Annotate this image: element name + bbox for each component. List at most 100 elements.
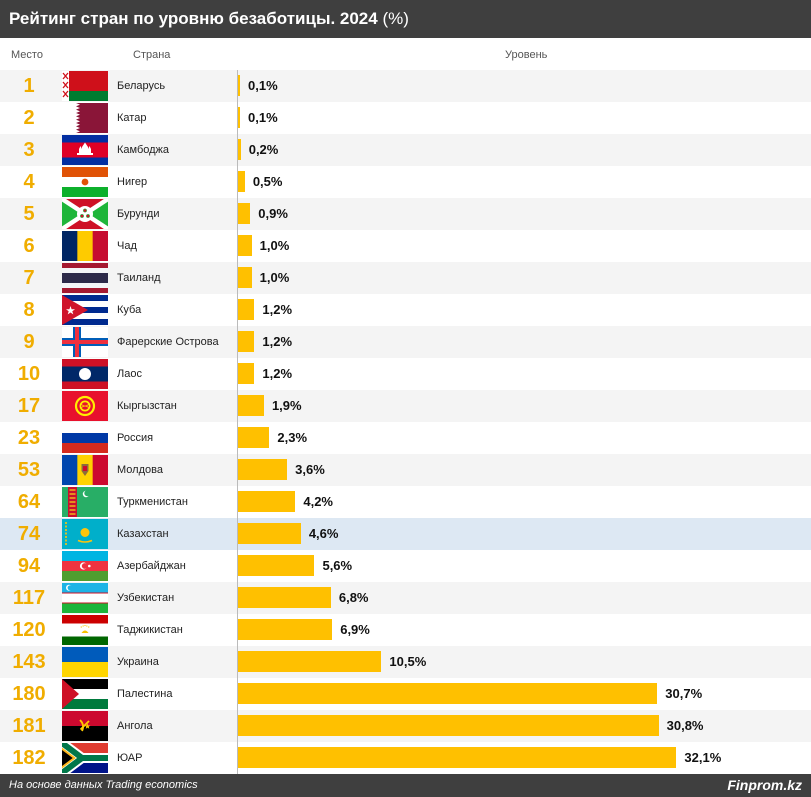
- niger-flag: [62, 167, 108, 197]
- table-row: 17 Кыргызстан 1,9%: [0, 390, 811, 422]
- russia-flag: [62, 423, 108, 453]
- rank-label: 6: [23, 235, 35, 257]
- palestine-flag: [62, 679, 108, 709]
- bar: [238, 491, 296, 512]
- value-label: 1,0%: [259, 270, 290, 285]
- value-label: 6,8%: [338, 590, 369, 605]
- title-text: Рейтинг стран по уровню безаботицы. 2024: [9, 9, 378, 28]
- country-label: Палестина: [117, 688, 173, 700]
- value-label: 5,6%: [322, 558, 353, 573]
- country-label: Украина: [117, 656, 159, 668]
- value-label: 1,2%: [262, 302, 293, 317]
- table-row: 117 Узбекистан 6,8%: [0, 582, 811, 614]
- value-label: 30,8%: [666, 718, 704, 733]
- rank-label: 64: [17, 491, 41, 513]
- cuba-flag: [62, 295, 108, 325]
- bar: [238, 203, 251, 224]
- rank-label: 181: [12, 715, 46, 737]
- thailand-flag: [62, 263, 108, 293]
- table-row: 10 Лаос 1,2%: [0, 358, 811, 390]
- table-row: 8 Куба 1,2%: [0, 294, 811, 326]
- value-label: 1,2%: [262, 334, 293, 349]
- bar: [238, 651, 382, 672]
- table-row: 6 Чад 1,0%: [0, 230, 811, 262]
- turkmenistan-flag: [62, 487, 108, 517]
- value-label: 30,7%: [665, 686, 703, 701]
- table-row: 64 Туркменистан 4,2%: [0, 486, 811, 518]
- ukraine-flag: [62, 647, 108, 677]
- bar: [238, 523, 301, 544]
- chad-flag: [62, 231, 108, 261]
- kyrgyzstan-flag: [62, 391, 108, 421]
- rank-column-header: Место: [11, 49, 43, 61]
- value-label: 0,1%: [248, 110, 278, 125]
- title-unit: (%): [382, 9, 409, 28]
- country-label: Молдова: [117, 464, 163, 476]
- rank-label: 74: [17, 523, 41, 545]
- table-row: 74 Казахстан 4,6%: [0, 518, 811, 550]
- country-label: Туркменистан: [117, 496, 188, 508]
- column-headers: Место Страна Уровень: [0, 38, 811, 70]
- value-label: 10,5%: [389, 654, 427, 669]
- rank-label: 182: [12, 747, 46, 769]
- country-label: Нигер: [117, 176, 148, 188]
- chart-title: Рейтинг стран по уровню безаботицы. 2024…: [9, 9, 409, 29]
- country-label: Таиланд: [117, 272, 161, 284]
- footer-bar: На основе данных Trading economics Finpr…: [0, 774, 811, 797]
- table-row: 5 Бурунди 0,9%: [0, 198, 811, 230]
- value-label: 1,0%: [259, 238, 290, 253]
- rank-label: 94: [17, 555, 41, 577]
- table-row: 4 Нигер 0,5%: [0, 166, 811, 198]
- azerbaijan-flag: [62, 551, 108, 581]
- bar: [238, 619, 333, 640]
- header-bar: Рейтинг стран по уровню безаботицы. 2024…: [0, 0, 811, 38]
- country-label: Ангола: [117, 720, 153, 732]
- country-label: Куба: [117, 304, 142, 316]
- value-label: 1,2%: [262, 366, 293, 381]
- bar: [238, 747, 677, 768]
- table-row: 1 Беларусь 0,1%: [0, 70, 811, 102]
- qatar-flag: [62, 103, 108, 133]
- table-row: 180 Палестина 30,7%: [0, 678, 811, 710]
- country-label: Таджикистан: [117, 624, 183, 636]
- table-row: 143 Украина 10,5%: [0, 646, 811, 678]
- bar: [238, 683, 658, 704]
- bar: [238, 235, 252, 256]
- bar: [238, 459, 288, 480]
- table-row: 182 ЮАР 32,1%: [0, 742, 811, 774]
- bar: [238, 75, 240, 96]
- value-label: 0,1%: [248, 78, 278, 93]
- bar: [238, 427, 270, 448]
- laos-flag: [62, 359, 108, 389]
- value-label: 4,2%: [303, 494, 333, 509]
- bar-baseline: [237, 70, 238, 774]
- table-row: 120 Таджикистан 6,9%: [0, 614, 811, 646]
- kazakhstan-flag: [62, 519, 108, 549]
- bar: [238, 715, 659, 736]
- table-row: 7 Таиланд 1,0%: [0, 262, 811, 294]
- bar: [238, 395, 264, 416]
- value-label: 1,9%: [271, 398, 302, 413]
- country-label: Чад: [117, 240, 137, 252]
- rank-label: 2: [23, 107, 35, 129]
- rank-label: 117: [12, 587, 46, 609]
- country-column-header: Страна: [133, 49, 171, 61]
- rank-label: 10: [17, 363, 41, 385]
- bar: [238, 555, 315, 576]
- country-label: Азербайджан: [117, 560, 186, 572]
- brand-logo: Finprom.kz: [727, 777, 802, 793]
- value-label: 0,9%: [258, 206, 288, 221]
- value-label: 0,5%: [252, 174, 283, 189]
- country-label: Лаос: [117, 368, 142, 380]
- rank-label: 120: [12, 619, 46, 641]
- value-label: 3,6%: [295, 462, 325, 477]
- country-label: Узбекистан: [117, 592, 175, 604]
- value-label: 4,6%: [308, 526, 339, 541]
- rank-label: 7: [23, 267, 35, 289]
- source-note: На основе данных Trading economics: [9, 779, 198, 791]
- rank-label: 8: [23, 299, 35, 321]
- country-label: Бурунди: [117, 208, 160, 220]
- uzbekistan-flag: [62, 583, 108, 613]
- table-row: 181 Ангола 30,8%: [0, 710, 811, 742]
- table-row: 94 Азербайджан 5,6%: [0, 550, 811, 582]
